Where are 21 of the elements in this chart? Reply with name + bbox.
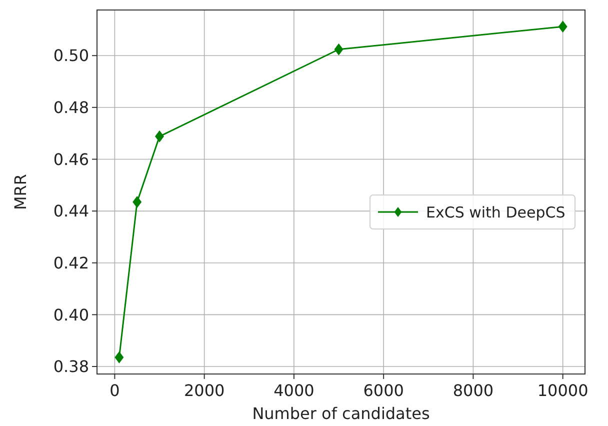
y-axis-title: MRR xyxy=(11,174,30,210)
x-tick-label: 8000 xyxy=(452,381,494,400)
point xyxy=(114,351,124,364)
y-tick-label: 0.48 xyxy=(53,98,89,118)
y-tick-label: 0.40 xyxy=(53,305,89,324)
x-tick-label: 2000 xyxy=(184,381,225,400)
x-tick-label: 10000 xyxy=(537,381,588,400)
x-tick-label: 0 xyxy=(110,381,120,400)
point xyxy=(558,20,568,33)
y-tick-label: 0.50 xyxy=(53,46,89,66)
x-tick-label: 6000 xyxy=(363,381,404,400)
point xyxy=(334,43,344,56)
x-tick-label: 4000 xyxy=(274,381,314,400)
y-tick-label: 0.42 xyxy=(53,253,89,272)
point xyxy=(155,130,164,142)
y-tick-label: 0.46 xyxy=(53,150,89,169)
legend-label: ExCS with DeepCS xyxy=(426,203,566,222)
point xyxy=(132,196,142,208)
x-axis-title: Number of candidates xyxy=(252,404,430,423)
y-tick-label: 0.38 xyxy=(53,357,89,376)
y-tick-label: 0.44 xyxy=(53,202,89,221)
